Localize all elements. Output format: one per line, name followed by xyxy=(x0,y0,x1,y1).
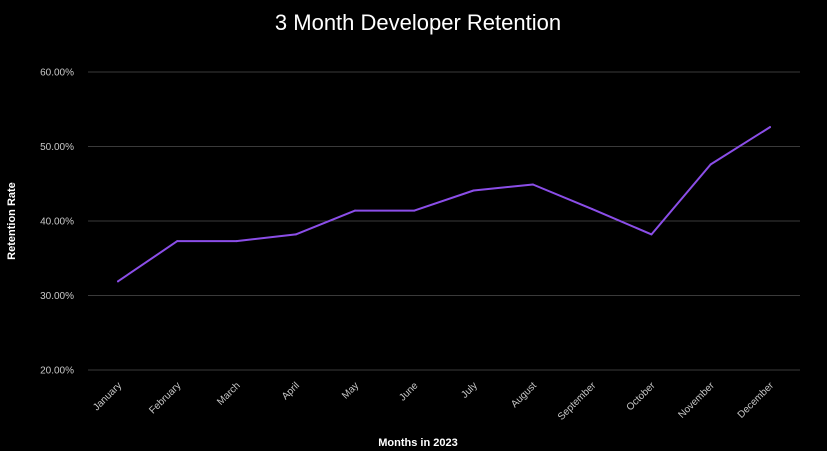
y-tick-label: 30.00% xyxy=(40,291,74,302)
x-tick-label: August xyxy=(509,380,539,410)
x-tick-label: November xyxy=(676,380,717,421)
chart-title: 3 Month Developer Retention xyxy=(275,10,561,35)
series xyxy=(117,126,771,283)
data-point xyxy=(472,189,475,192)
data-point xyxy=(235,240,238,243)
data-point xyxy=(769,126,771,129)
data-point xyxy=(709,163,712,166)
y-tick-labels: 20.00% 30.00% 40.00% 50.00% 60.00% xyxy=(40,68,74,377)
data-point xyxy=(354,209,357,212)
gridlines xyxy=(88,71,800,371)
y-tick-label: 60.00% xyxy=(40,68,74,79)
y-tick-label: 40.00% xyxy=(40,217,74,228)
y-axis-label: Retention Rate xyxy=(6,182,18,260)
data-point xyxy=(117,280,119,283)
data-point xyxy=(591,208,594,211)
x-tick-label: May xyxy=(340,380,361,401)
series-line xyxy=(117,126,771,283)
x-tick-label: February xyxy=(147,380,183,416)
x-tick-label: October xyxy=(625,380,658,413)
y-tick-label: 20.00% xyxy=(40,366,74,377)
data-point xyxy=(176,240,179,243)
x-tick-label: March xyxy=(215,380,242,407)
x-tick-label: April xyxy=(280,380,302,402)
x-tick-labels: January February March April May June July Augu… xyxy=(91,380,776,423)
data-point xyxy=(650,233,653,236)
x-tick-label: December xyxy=(736,380,777,421)
y-tick-label: 50.00% xyxy=(40,142,74,153)
data-point xyxy=(531,183,534,186)
x-tick-label: September xyxy=(556,380,599,423)
x-axis-label: Months in 2023 xyxy=(378,437,457,449)
x-tick-label: July xyxy=(459,380,479,400)
x-tick-label: January xyxy=(91,380,124,413)
data-point xyxy=(413,209,416,212)
data-point xyxy=(294,233,297,236)
x-tick-label: June xyxy=(397,380,420,403)
